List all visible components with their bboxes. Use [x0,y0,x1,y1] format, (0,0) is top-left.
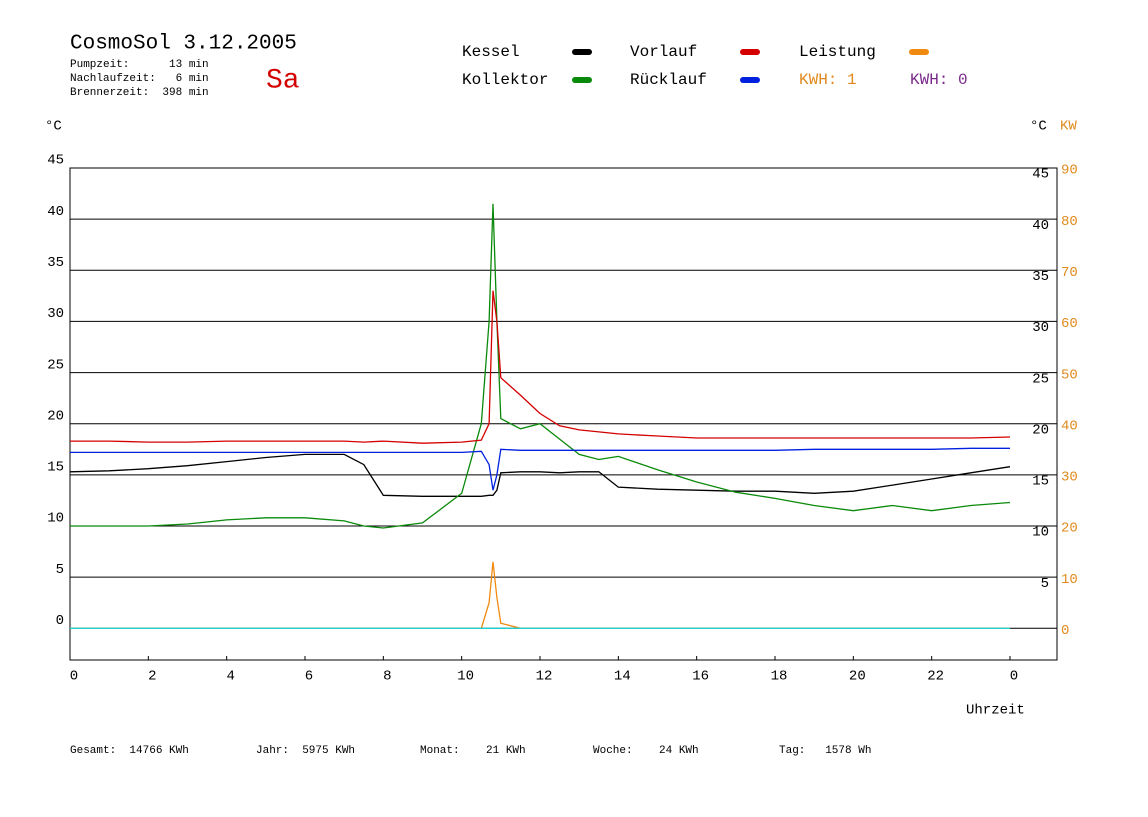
info-line: Nachlaufzeit: 6 min [70,73,209,85]
x-tick-label: 18 [771,669,788,685]
y-right-tick-label: 40 [1032,218,1049,234]
kwh-label: KWH: 0 [910,71,968,89]
legend-label: Rücklauf [630,71,707,89]
series-line [69,453,1011,497]
y2-tick-label: 70 [1061,265,1078,281]
y-right-tick-label: 5 [1041,576,1049,592]
series-line [70,447,1010,491]
y-right-tick-label: 25 [1032,371,1049,387]
x-tick-label: 2 [148,669,156,685]
series-line [70,561,1010,629]
y2-tick-label: 0 [1061,623,1069,639]
chart-title: CosmoSol 3.12.2005 [70,33,297,56]
footer-stat: Woche: 24 KWh [593,745,699,757]
y-right-tick-label: 35 [1032,269,1049,285]
legend-label: Kessel [462,43,520,61]
kwh-label: KWH: 1 [799,71,857,89]
plot-frame [69,167,1058,661]
x-tick-label: 20 [849,669,866,685]
footer-stat: Tag: 1578 Wh [779,745,871,757]
footer-stat: Gesamt: 14766 KWh [70,745,189,757]
y2-tick-label: 90 [1061,163,1078,179]
y2-tick-label: 60 [1061,316,1078,332]
legend-label: Leistung [799,43,876,61]
info-line: Brennerzeit: 398 min [70,87,209,99]
y-tick-label: 5 [56,562,64,578]
y2-axis-label-c: °C [1030,119,1047,135]
x-tick-label: 0 [70,669,78,685]
y2-tick-label: 20 [1061,521,1078,537]
x-tick-label: 6 [305,669,313,685]
y-tick-label: 15 [47,460,64,476]
legend-label: Vorlauf [630,43,697,61]
y-tick-label: 0 [56,613,64,629]
x-tick-label: 8 [383,669,391,685]
y2-tick-label: 80 [1061,214,1078,230]
y2-tick-label: 30 [1061,470,1078,486]
footer-stat: Jahr: 5975 KWh [256,745,355,757]
info-line: Pumpzeit: 13 min [70,59,209,71]
y-axis-label: °C [45,119,62,135]
legend-label: Kollektor [462,71,548,89]
y2-tick-label: 10 [1061,572,1078,588]
y-tick-label: 30 [47,306,64,322]
y-tick-label: 40 [47,204,64,220]
footer-stat: Monat: 21 KWh [420,745,526,757]
y2-axis-label: KW [1060,119,1077,135]
y-tick-label: 10 [47,511,64,527]
y-tick-label: 45 [47,153,64,169]
x-axis-label: Uhrzeit [966,703,1025,719]
x-tick-label: 0 [1010,669,1018,685]
y-tick-label: 25 [47,357,64,373]
y-right-tick-label: 45 [1032,167,1049,183]
x-tick-label: 22 [927,669,944,685]
x-tick-label: 10 [457,669,474,685]
x-tick-label: 14 [614,669,631,685]
y-right-tick-label: 20 [1032,422,1049,438]
y2-tick-label: 40 [1061,418,1078,434]
y-tick-label: 20 [47,408,64,424]
y-right-tick-label: 30 [1032,320,1049,336]
x-tick-label: 4 [226,669,234,685]
y-right-tick-label: 15 [1032,474,1049,490]
series-line [70,290,1011,444]
y-right-tick-label: 10 [1032,525,1049,541]
series-line [70,203,1011,529]
y2-tick-label: 50 [1061,367,1078,383]
x-tick-label: 12 [536,669,553,685]
day-label: Sa [266,65,300,96]
x-tick-label: 16 [692,669,709,685]
y-tick-label: 35 [47,255,64,271]
